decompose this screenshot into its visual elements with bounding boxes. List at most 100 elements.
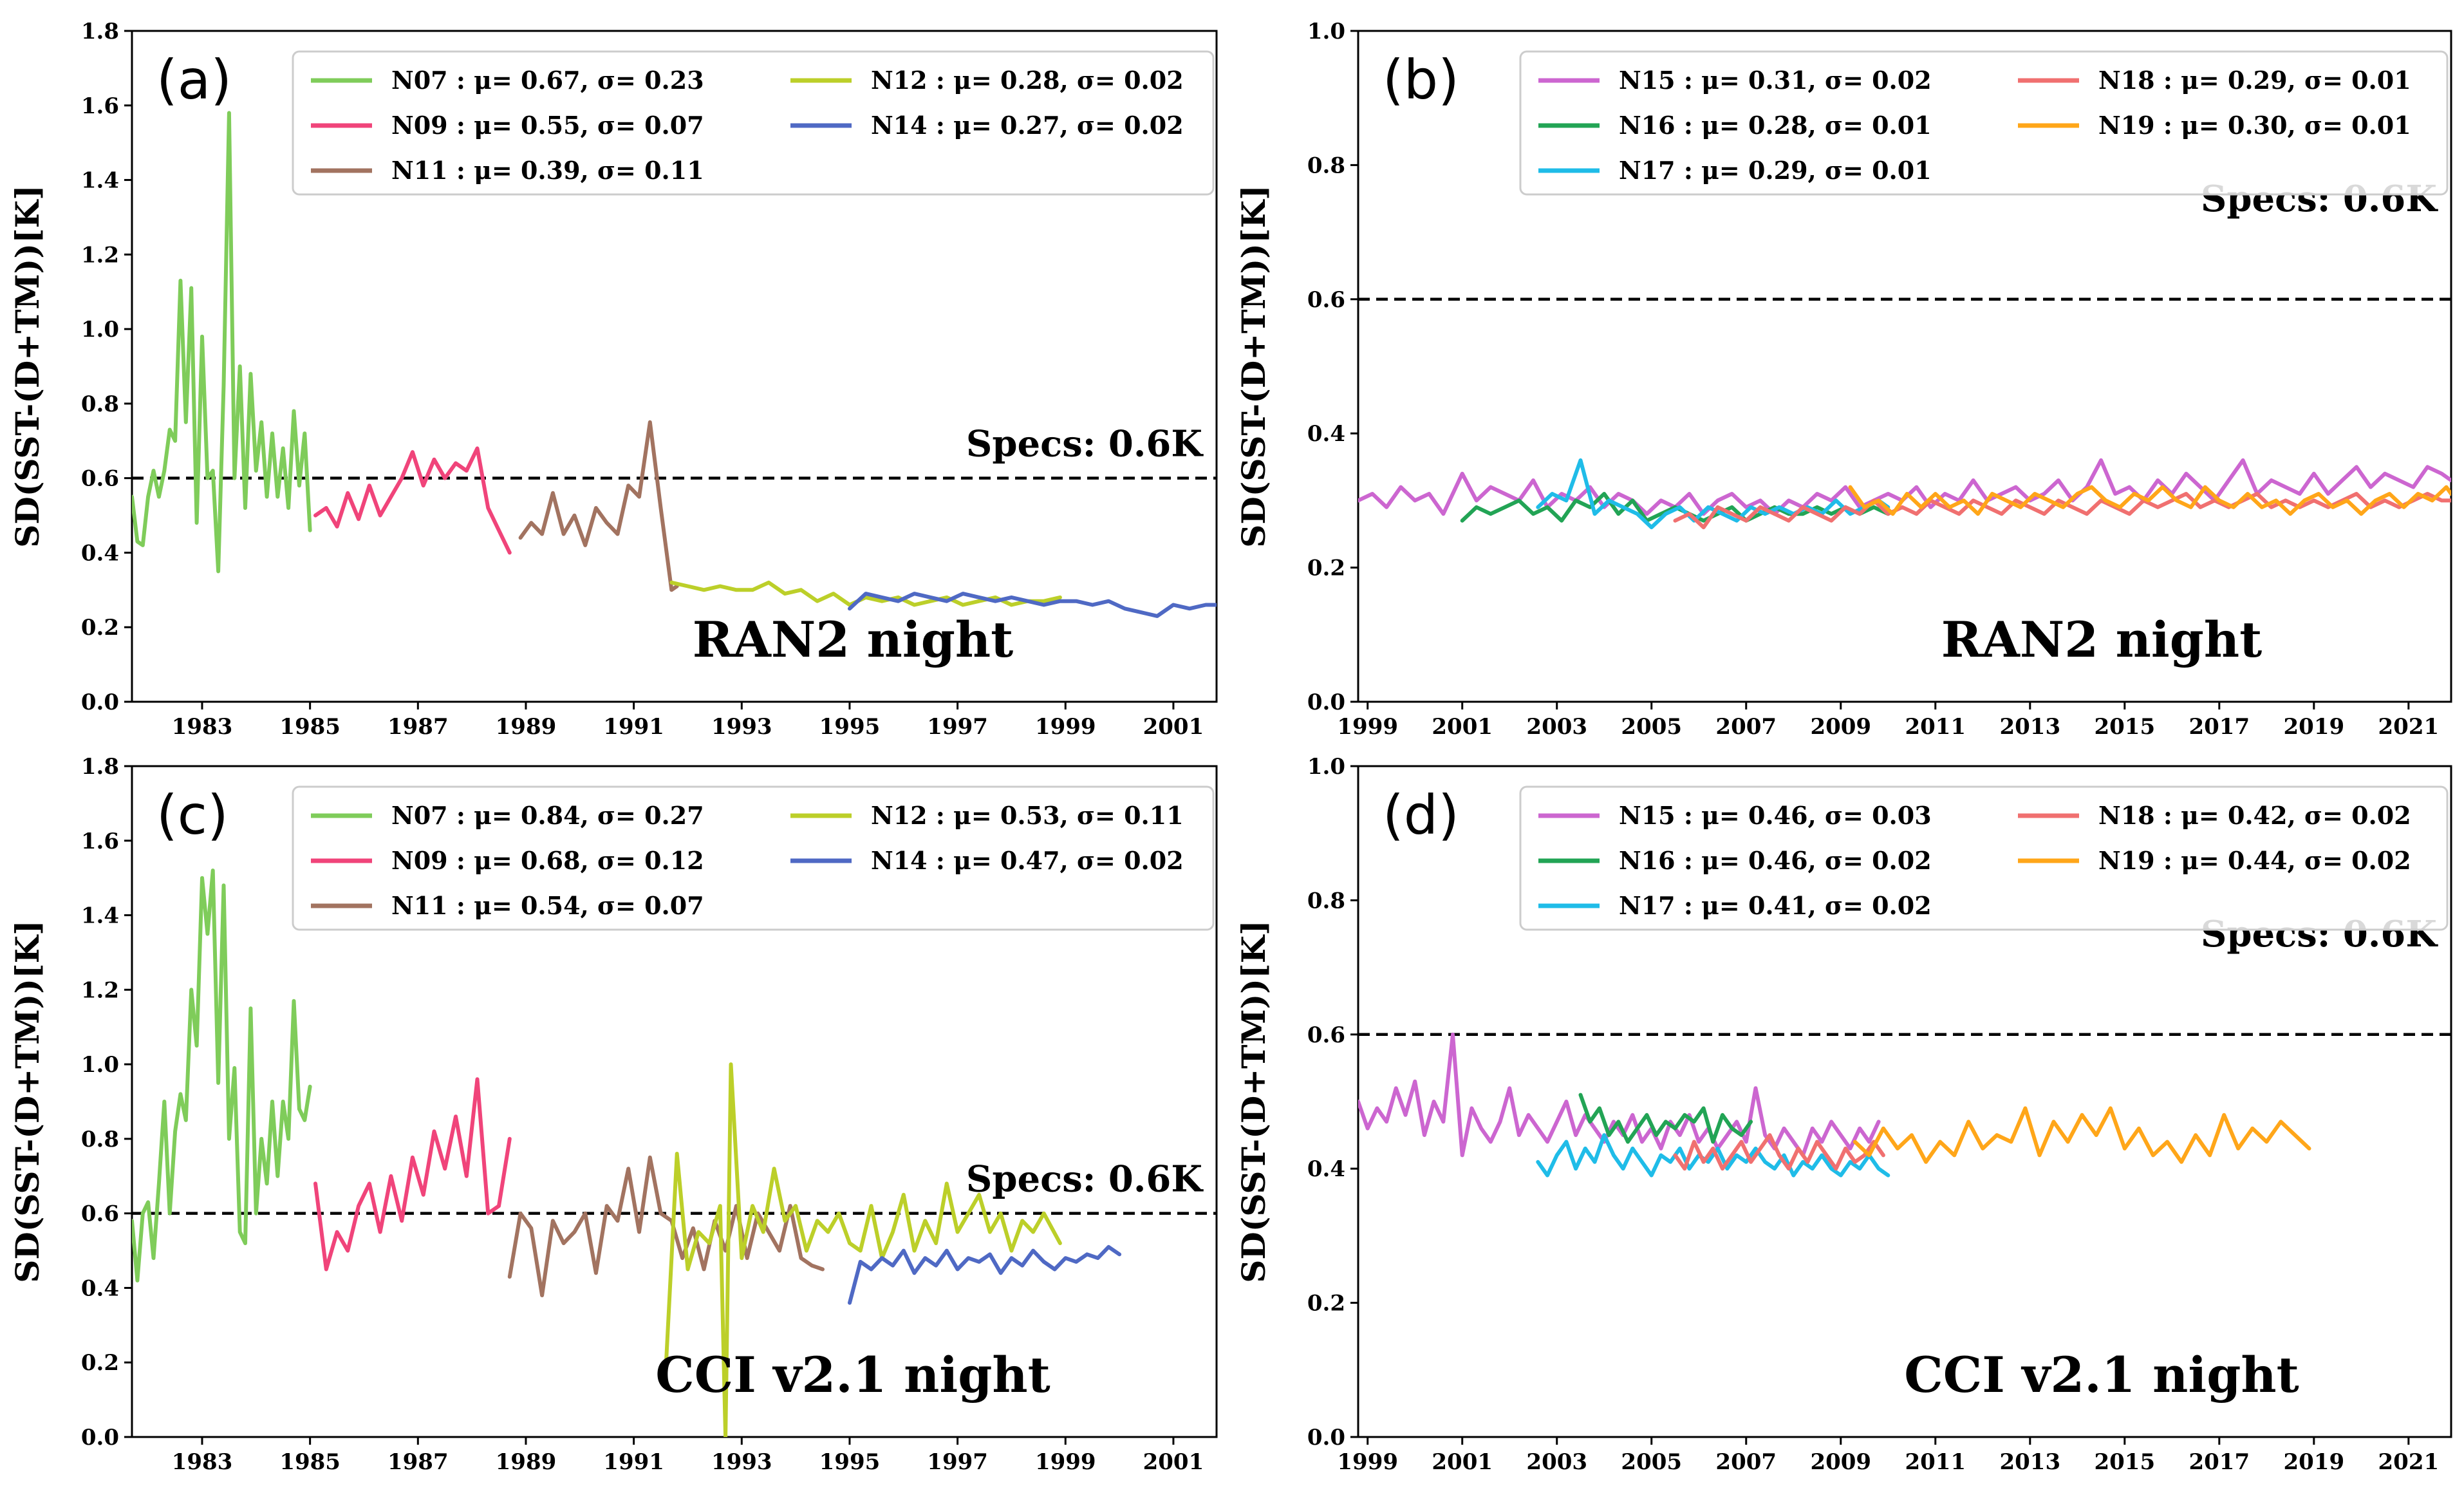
series-line-N12	[664, 1062, 1062, 1437]
series-line-N16	[1460, 492, 1890, 523]
legend-label-N14: N14 : μ= 0.47, σ= 0.02	[871, 846, 1184, 875]
y-tick-label: 1.4	[81, 903, 119, 929]
y-tick-label: 0.2	[81, 1350, 119, 1376]
x-tick-label: 2003	[1526, 714, 1587, 740]
x-tick-label: 1999	[1337, 714, 1398, 740]
x-tick-label: 2017	[2189, 1449, 2250, 1475]
x-tick-label: 1999	[1035, 1449, 1096, 1475]
x-tick-label: 1985	[279, 1449, 341, 1475]
y-tick-label: 0.4	[1307, 1156, 1345, 1182]
legend-label-N12: N12 : μ= 0.53, σ= 0.11	[871, 801, 1184, 830]
series-line-N09	[313, 446, 512, 555]
legend-label-N19: N19 : μ= 0.44, σ= 0.02	[2098, 846, 2411, 875]
axes-frame	[1357, 30, 2452, 703]
x-tick-label: 2003	[1526, 1449, 1587, 1475]
axes-frame	[131, 30, 1218, 703]
legend-box	[292, 50, 1215, 196]
x-tick-label: 2001	[1143, 714, 1204, 740]
dataset-label: RAN2 night	[693, 611, 1014, 668]
legend-label-N16: N16 : μ= 0.28, σ= 0.01	[1619, 111, 1932, 140]
legend-label-N12: N12 : μ= 0.28, σ= 0.02	[871, 66, 1184, 95]
legend-label-N16: N16 : μ= 0.46, σ= 0.02	[1619, 846, 1932, 875]
series-line-N11	[507, 1155, 825, 1297]
x-tick-label: 2009	[1810, 714, 1871, 740]
y-tick-label: 1.0	[1307, 19, 1345, 44]
legend-label-N11: N11 : μ= 0.39, σ= 0.11	[391, 156, 704, 185]
x-tick-label: 1991	[603, 1449, 664, 1475]
x-tick-label: 1987	[387, 1449, 449, 1475]
spec-label: Specs: 0.6K	[966, 423, 1204, 465]
x-tick-label: 1989	[496, 714, 557, 740]
x-tick-label: 2019	[2284, 1449, 2345, 1475]
panel-label: (b)	[1383, 48, 1459, 111]
legend-label-N15: N15 : μ= 0.46, σ= 0.03	[1619, 801, 1932, 830]
panel-a: 0.0 0.2 0.4 0.6 0.8 1.0 1.2 1.4 1.6 1.8 1983 1985 19…	[8, 19, 1218, 740]
y-axis-label: SD(SST-(D+TM))[K]	[8, 920, 46, 1282]
x-tick-label: 1997	[927, 1449, 988, 1475]
x-tick-label: 1997	[927, 714, 988, 740]
y-tick-label: 0.2	[81, 615, 119, 641]
x-tick-label: 2001	[1432, 714, 1493, 740]
legend-box	[1519, 50, 2449, 196]
legend-label-N09: N09 : μ= 0.68, σ= 0.12	[391, 846, 704, 875]
legend: N15 : μ= 0.31, σ= 0.02 N16 : μ= 0.28, σ= …	[1519, 50, 2449, 196]
panel-c: 0.0 0.2 0.4 0.6 0.8 1.0 1.2 1.4 1.6 1.8 1983 1985 19…	[8, 754, 1218, 1475]
legend-label-N17: N17 : μ= 0.41, σ= 0.02	[1619, 891, 1932, 920]
y-tick-label: 0.8	[1307, 888, 1345, 914]
series-line-N16	[1578, 1093, 1753, 1144]
y-tick-label: 0.2	[1307, 556, 1345, 581]
axes-frame	[131, 765, 1218, 1438]
spec-label: Specs: 0.6K	[966, 1158, 1204, 1201]
legend-label-N18: N18 : μ= 0.42, σ= 0.02	[2098, 801, 2411, 830]
panel-label: (a)	[156, 48, 232, 111]
y-tick-label: 0.0	[81, 1425, 119, 1451]
x-tick-label: 1999	[1337, 1449, 1398, 1475]
y-axis-label: SD(SST-(D+TM))[K]	[8, 185, 46, 547]
y-tick-label: 1.8	[81, 754, 119, 780]
legend-label-N18: N18 : μ= 0.29, σ= 0.01	[2098, 66, 2411, 95]
panel-label: (d)	[1383, 784, 1459, 847]
x-tick-label: 2007	[1715, 1449, 1777, 1475]
series-line-N19	[1853, 1106, 2311, 1164]
x-tick-label: 1991	[603, 714, 664, 740]
series-line-N15	[1358, 1032, 1881, 1158]
x-tick-label: 1983	[172, 1449, 233, 1475]
y-tick-label: 0.0	[1307, 1425, 1345, 1451]
x-tick-label: 1995	[819, 714, 881, 740]
legend-box	[292, 785, 1215, 931]
legend-label-N14: N14 : μ= 0.27, σ= 0.02	[871, 111, 1184, 140]
x-tick-label: 2015	[2094, 1449, 2155, 1475]
y-tick-label: 0.4	[81, 540, 119, 566]
y-tick-label: 0.8	[81, 391, 119, 417]
series-line-N14	[848, 1244, 1122, 1305]
series-line-N18	[1673, 492, 2451, 530]
x-tick-label: 2019	[2284, 714, 2345, 740]
x-tick-label: 1985	[279, 714, 341, 740]
legend-box	[1519, 785, 2449, 931]
y-tick-label: 1.0	[1307, 754, 1345, 780]
y-tick-label: 0.4	[81, 1275, 119, 1301]
series-line-N17	[1536, 1133, 1890, 1178]
x-tick-label: 1989	[496, 1449, 557, 1475]
series-line-N07	[132, 111, 312, 574]
x-tick-label: 2011	[1905, 1449, 1966, 1475]
x-tick-label: 2009	[1810, 1449, 1871, 1475]
legend-label-N07: N07 : μ= 0.84, σ= 0.27	[391, 801, 704, 830]
series-line-N18	[1673, 1133, 1885, 1171]
y-tick-label: 1.0	[81, 1052, 119, 1078]
y-tick-label: 0.8	[1307, 153, 1345, 178]
series-group	[1358, 458, 2451, 530]
panel-d: 0.0 0.2 0.4 0.6 0.8 1.0 1999 2001 2003 2005 2007 20…	[1235, 754, 2452, 1475]
series-line-N09	[313, 1077, 512, 1272]
x-tick-label: 1993	[711, 1449, 772, 1475]
legend-label-N15: N15 : μ= 0.31, σ= 0.02	[1619, 66, 1932, 95]
x-tick-label: 2001	[1432, 1449, 1493, 1475]
y-tick-label: 1.0	[81, 317, 119, 343]
y-tick-label: 1.6	[81, 829, 119, 854]
x-tick-label: 2017	[2189, 714, 2250, 740]
y-tick-label: 0.8	[81, 1127, 119, 1152]
series-line-N11	[518, 420, 679, 592]
x-tick-label: 1995	[819, 1449, 881, 1475]
x-tick-label: 2007	[1715, 714, 1777, 740]
